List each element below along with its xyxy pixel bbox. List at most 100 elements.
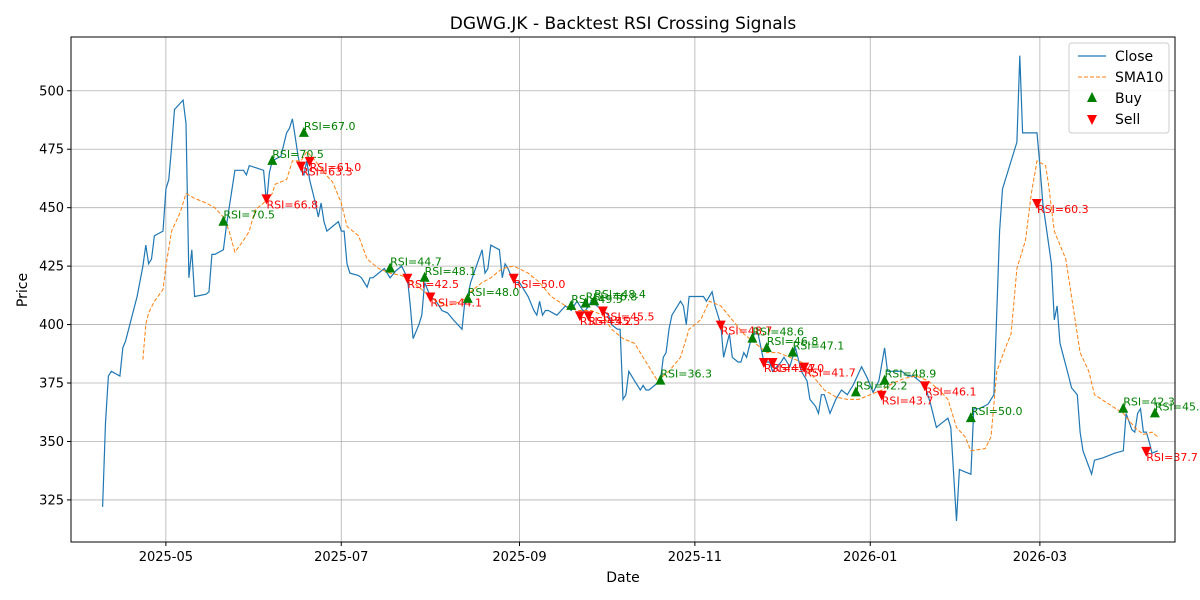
y-axis-label: Price [15,273,31,307]
sell-marker [919,381,930,392]
y-tick-label: 400 [39,318,64,333]
legend-label: SMA10 [1115,70,1163,86]
legend-label: Close [1115,49,1153,65]
buy-annotation: RSI=47.1 [793,340,845,353]
buy-annotation: RSI=42.3 [1123,396,1175,409]
grid [71,37,1175,542]
x-axis-label: Date [606,570,639,586]
buy-marker [298,126,309,137]
y-tick-label: 375 [39,377,64,392]
sell-marker [597,306,608,317]
legend: Close SMA10 Buy Sell [1068,42,1170,134]
buy-annotation: RSI=70.5 [272,148,324,161]
sell-annotation: RSI=42.5 [407,278,459,291]
buy-annotation: RSI=45.0 [1155,400,1200,413]
legend-label: Sell [1115,112,1140,128]
x-tick-label: 2025-09 [492,550,546,565]
buy-annotation: RSI=46.8 [767,335,819,348]
y-tick-label: 500 [39,84,64,99]
x-tick-label: 2025-11 [668,550,722,565]
sell-marker [767,357,778,368]
buy-marker [462,292,473,303]
buy-marker [965,412,976,423]
buy-marker [761,341,772,352]
sell-annotation: RSI=45.3 [589,315,641,328]
sell-annotation: RSI=37.7 [1146,451,1198,464]
sell-annotation: RSI=48.7 [721,325,773,338]
y-tick-label: 450 [39,201,64,216]
sell-annotation: RSI=60.3 [1037,203,1089,216]
legend-box [1068,42,1170,134]
signal-markers: RSI=70.5RSI=66.8RSI=70.5RSI=63.3RSI=67.0… [218,120,1200,464]
sell-annotation: RSI=61.0 [310,161,362,174]
x-tick-label: 2026-01 [843,550,897,565]
sell-marker [402,273,413,284]
y-tick-label: 350 [39,435,64,450]
sell-marker [1032,198,1042,209]
sell-annotation: RSI=43.7 [882,395,934,408]
sell-marker [715,320,726,331]
sell-marker [758,357,769,368]
buy-annotation: RSI=48.4 [594,288,646,301]
sell-annotation: RSI=45.2 [580,315,632,328]
x-tick-label: 2025-05 [139,550,193,565]
sell-marker [508,273,519,284]
sell-marker [1141,446,1152,457]
buy-marker [1118,402,1129,413]
buy-marker [566,299,577,310]
buy-annotation: RSI=48.0 [468,286,520,299]
sell-annotation: RSI=44.0 [773,362,825,375]
sell-marker [574,311,585,322]
buy-annotation: RSI=44.7 [390,255,442,268]
y-axis: 325 350 375 400 425 450 475 500 [39,84,71,508]
sell-annotation: RSI=63.3 [301,166,353,179]
buy-marker [385,262,396,273]
buy-annotation: RSI=50.0 [971,405,1023,418]
sma10-line [142,150,1159,452]
y-tick-label: 475 [39,143,64,158]
buy-marker [879,374,890,385]
sell-annotation: RSI=45.5 [603,311,655,324]
sell-marker [876,390,887,401]
buy-annotation: RSI=42.2 [856,379,908,392]
buy-marker [747,332,758,343]
legend-buy-swatch [1087,92,1097,102]
legend-sell-swatch [1087,115,1097,125]
buy-annotation: RSI=70.5 [223,209,275,222]
y-tick-label: 325 [39,493,64,508]
buy-annotation: RSI=48.9 [885,368,937,381]
buy-marker [850,386,861,397]
close-price-line [102,55,1159,522]
sell-marker [296,161,306,172]
buy-marker [1149,407,1160,418]
buy-marker [655,374,666,385]
chart-title: DGWG.JK - Backtest RSI Crossing Signals [450,14,797,34]
buy-marker [580,297,591,308]
x-axis: 2025-05 2025-07 2025-09 2025-11 2026-01 2026-… [139,542,1067,565]
sell-marker [261,194,272,205]
x-tick-label: 2025-07 [314,550,368,565]
legend-label: Buy [1115,91,1142,107]
buy-marker [267,154,278,165]
plot-frame [70,36,1176,543]
buy-marker [589,295,600,306]
sell-annotation: RSI=66.8 [267,198,319,211]
buy-annotation: RSI=48.1 [425,265,477,278]
y-tick-label: 425 [39,260,64,275]
sell-marker [304,156,315,167]
buy-annotation: RSI=67.0 [304,120,356,133]
plot-area [102,55,1159,522]
buy-marker [218,215,229,226]
buy-annotation: RSI=36.3 [660,368,712,381]
sell-marker [583,311,594,322]
buy-annotation: RSI=48.6 [752,326,804,339]
sell-marker [425,292,436,303]
buy-annotation: RSI=46.8 [586,291,638,304]
buy-marker [419,271,430,282]
buy-marker [787,346,798,357]
sell-marker [799,362,810,373]
sell-annotation: RSI=41.7 [804,367,856,380]
sell-annotation: RSI=50.0 [514,278,566,291]
sell-annotation: RSI=46.1 [925,385,977,398]
